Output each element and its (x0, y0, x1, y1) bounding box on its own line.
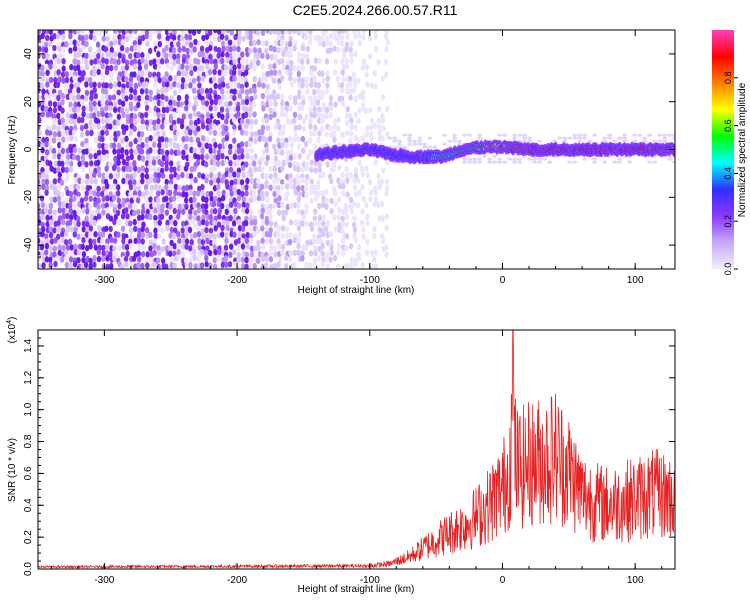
snr-y-label: SNR (10 * v/v) (7, 438, 18, 502)
y-tick-label: -40 (23, 237, 34, 252)
y-tick-label: 0 (23, 146, 34, 152)
colorbar-gradient (712, 30, 734, 269)
spectrogram-x-label: Height of straight line (km) (298, 285, 415, 296)
colorbar-tick-label: 0.2 (723, 215, 733, 228)
colorbar-label: Normalized spectral amplitude (737, 82, 748, 217)
spectrogram-y-label: Frequency (Hz) (7, 116, 18, 185)
spectrogram-x-axis: -300 -200 -100 0 100 (50, 30, 663, 286)
spectrogram-y-axis: -40 -20 0 20 40 (23, 29, 675, 270)
snr-background (38, 330, 675, 569)
spectrogram-ridge (314, 139, 675, 165)
x-tick-label: -300 (94, 275, 114, 286)
x-tick-label: -100 (360, 575, 380, 586)
x-tick-label: -200 (227, 575, 247, 586)
colorbar-tick-label: 0.0 (723, 263, 733, 276)
y-tick-label: 1.2 (23, 370, 34, 384)
y-tick-label: 1.0 (23, 402, 34, 416)
spectrogram-noise (38, 30, 675, 269)
colorbar: 0.0 0.2 0.4 0.6 0.8 Normalized spectral ampl… (712, 30, 748, 275)
snr-x-label: Height of straight line (km) (298, 584, 415, 595)
snr-x-axis: -300 -200 -100 0 100 (50, 330, 663, 586)
y-tick-label: 1.4 (23, 339, 34, 353)
y-tick-label: -20 (23, 190, 34, 205)
chart-title: C2E5.2024.266.00.57.R11 (292, 2, 458, 18)
y-tick-label: 0.6 (23, 466, 34, 480)
snr-y-multiplier: (x104) (6, 317, 18, 344)
colorbar-tick-label: 0.8 (723, 72, 733, 85)
x-tick-label: 0 (500, 275, 506, 286)
colorbar-tick-label: 0.6 (723, 119, 733, 132)
snr-panel: -300 -200 -100 0 100 0.0 0.2 0.4 0.6 0.8 1.0 1.2 1.… (6, 317, 676, 595)
y-tick-label: 20 (23, 96, 34, 108)
x-tick-label: 100 (627, 275, 644, 286)
x-tick-label: 100 (627, 575, 644, 586)
x-tick-label: -200 (227, 275, 247, 286)
x-tick-label: 0 (500, 575, 506, 586)
colorbar-tick-label: 0.4 (723, 167, 733, 180)
snr-y-axis: 0.0 0.2 0.4 0.6 0.8 1.0 1.2 1.4 (23, 337, 675, 576)
y-tick-label: 0.0 (23, 562, 34, 576)
y-tick-label: 0.8 (23, 434, 34, 448)
y-tick-label: 0.2 (23, 530, 34, 544)
x-tick-label: -300 (94, 575, 114, 586)
snr-series-line (38, 330, 675, 569)
colorbar-ticks: 0.0 0.2 0.4 0.6 0.8 (723, 72, 738, 276)
y-tick-label: 0.4 (23, 498, 34, 512)
x-tick-label: -100 (360, 275, 380, 286)
y-tick-label: 40 (23, 48, 34, 60)
